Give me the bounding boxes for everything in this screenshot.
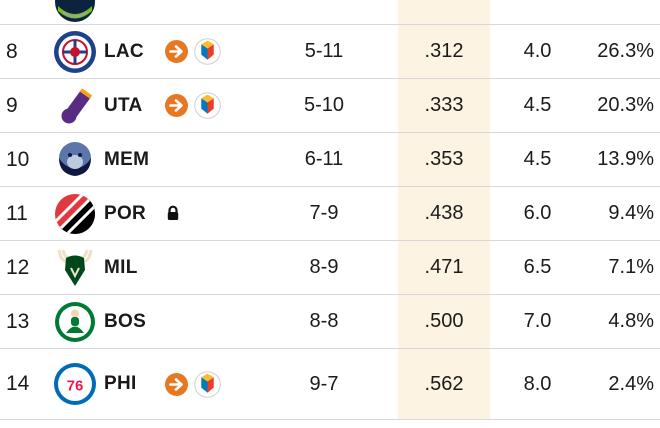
okc-thunder-logo-icon [194,92,221,119]
record-cell: 9-7 [309,372,339,395]
team-abbr-link[interactable]: PHI [104,373,137,394]
indicator-cell [160,370,250,398]
odds-cell: 9.4% [608,202,654,224]
pct-column-highlight [398,0,490,420]
odds-cell: 4.8% [608,310,654,332]
table-row: 13 BOS 8-8 .500 7.0 4.8% [0,295,660,349]
phi-logo-text: 76 [67,378,84,395]
rank-cell: 10 [6,147,30,171]
pct-cell: .471 [424,256,464,278]
gb-cell: 6.5 [523,256,552,278]
record-cell: 5-11 [304,40,344,62]
pct-cell: .333 [424,94,464,116]
gb-cell: 4.0 [523,40,552,62]
table-row-partial [0,0,660,25]
pick-arrow-icon [165,40,188,63]
lac-clippers-logo-icon[interactable] [48,30,102,74]
pct-cell: .562 [424,372,464,395]
rank-cell: 9 [6,93,18,117]
indicator-cell [160,92,250,119]
uta-jazz-logo-icon[interactable] [48,84,102,128]
partial-team-logo-icon [48,0,102,24]
team-abbr-link[interactable]: POR [104,202,147,224]
record-cell: 6-11 [304,148,344,170]
gb-cell: 4.5 [523,94,552,116]
team-abbr-link[interactable]: MEM [104,148,150,170]
indicator-cell [160,38,250,65]
record-cell: 8-9 [309,256,339,278]
rank-cell: 13 [6,309,30,333]
rank-cell: 12 [6,255,30,279]
odds-cell: 26.3% [597,40,654,62]
gb-cell: 4.5 [523,148,552,170]
gb-cell: 6.0 [523,202,552,224]
rank-cell: 8 [6,39,18,63]
phi-76ers-logo-icon[interactable]: 76 [48,362,102,406]
mem-grizzlies-logo-icon[interactable] [48,138,102,182]
odds-cell: 7.1% [608,256,654,278]
rank-cell: 14 [6,372,30,395]
pct-cell: .353 [424,148,464,170]
pct-cell: .438 [424,202,464,224]
team-abbr-link[interactable]: UTA [104,94,143,116]
gb-cell: 8.0 [523,372,552,395]
table-row: 10 MEM 6-11 .353 4.5 13.9% [0,133,660,187]
table-row: 14 76 PHI 9-7 .562 8.0 2.4% [0,349,660,420]
table-row: 8 LAC 5-11 .312 4.0 26.3% [0,25,660,79]
pct-cell: .500 [424,310,464,332]
team-abbr-link[interactable]: MIL [104,256,138,278]
record-cell: 7-9 [309,202,339,224]
table-row: 12 MIL 8-9 .471 6.5 7.1% [0,241,660,295]
pct-cell: .312 [424,40,464,62]
table-row: 9 UTA 5-10 .333 4.5 20.3% [0,79,660,133]
por-blazers-logo-icon[interactable] [48,192,102,236]
bos-celtics-logo-icon[interactable] [48,300,102,344]
odds-cell: 2.4% [608,372,654,395]
pick-arrow-icon [165,372,188,396]
table-row: 11 POR 7-9 .438 6.0 9.4% [0,187,660,241]
okc-thunder-logo-icon [194,38,221,65]
odds-cell: 13.9% [597,148,654,170]
odds-cell: 20.3% [597,94,654,116]
team-abbr-link[interactable]: BOS [104,310,147,332]
record-cell: 5-10 [303,94,345,116]
rank-cell: 11 [6,201,28,225]
lock-icon [165,205,181,222]
gb-cell: 7.0 [523,310,552,332]
okc-thunder-logo-icon [194,370,221,398]
team-abbr-link[interactable]: LAC [104,40,144,62]
record-cell: 8-8 [309,310,339,332]
mil-bucks-logo-icon[interactable] [48,246,102,290]
indicator-cell [160,205,250,222]
pick-arrow-icon [165,94,188,117]
